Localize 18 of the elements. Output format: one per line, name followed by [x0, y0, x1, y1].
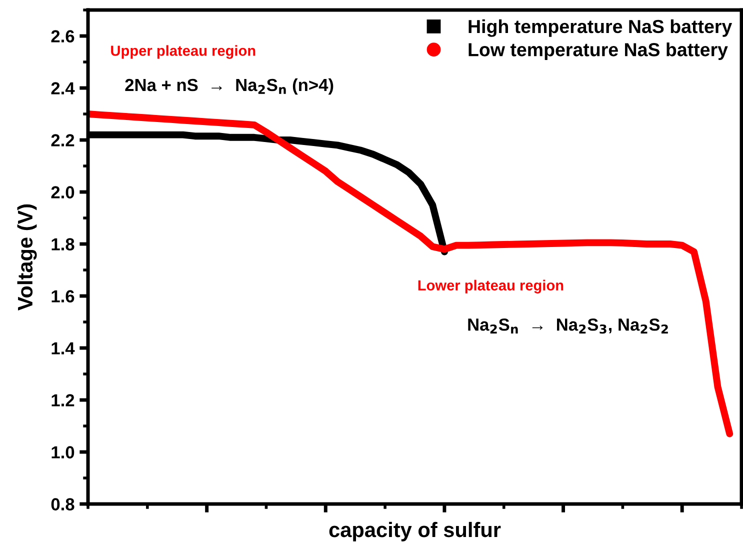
text: Na$_{2}$S$_{n}$ → Na$_{2}$S$_{3}$, Na$_{2}$S$_{2}$ [468, 318, 668, 334]
y-tick-label: 1.2 [52, 394, 74, 406]
y-tick-label: 2.2 [51, 134, 74, 146]
y-tick-label: 0.8 [51, 498, 74, 510]
legend-label: Low temperature NaS battery [468, 42, 728, 60]
y-tick-label: 1.4 [52, 342, 75, 354]
y-tick-label: 1.0 [52, 446, 74, 458]
y-tick-label: 1.6 [52, 290, 74, 302]
y-tick-label: 2.6 [51, 30, 74, 42]
annotation: 2Na + nS → Na$_{2}$S$_{n}$ (n>4) [125, 78, 334, 95]
y-tick-label: 1.8 [52, 238, 74, 250]
legend-label: High temperature NaS battery [468, 19, 732, 37]
x-axis-title: capacity of sulfur [329, 522, 501, 542]
y-tick-label: 2.0 [51, 186, 74, 198]
annotation: Lower plateau region [418, 280, 564, 294]
annotation: Upper plateau region [111, 45, 256, 59]
y-tick-label: 2.4 [51, 82, 75, 94]
y-axis-title: Voltage (V) [17, 204, 37, 310]
